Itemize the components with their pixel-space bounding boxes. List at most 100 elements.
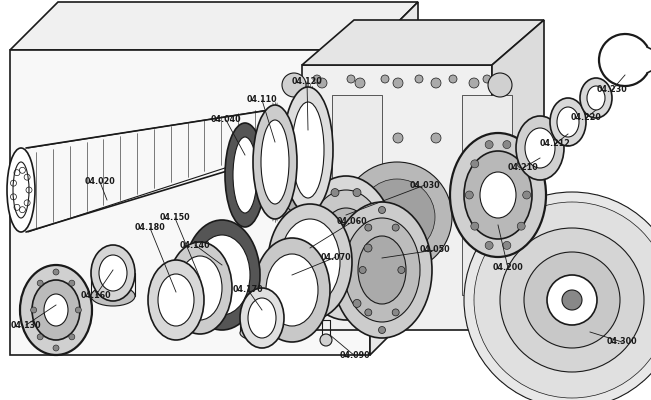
Circle shape [355,133,365,143]
Ellipse shape [262,110,274,154]
Circle shape [331,300,339,308]
Ellipse shape [184,220,260,330]
Ellipse shape [580,78,612,118]
Circle shape [524,252,620,348]
Circle shape [364,244,372,252]
Ellipse shape [272,116,322,226]
Circle shape [562,290,582,310]
Ellipse shape [344,218,420,322]
Ellipse shape [352,237,422,307]
Circle shape [393,188,403,198]
Circle shape [415,75,423,83]
Ellipse shape [99,255,127,291]
Ellipse shape [516,116,564,180]
Ellipse shape [148,260,204,340]
Ellipse shape [32,280,80,340]
Circle shape [503,140,511,148]
Circle shape [471,160,478,168]
Circle shape [523,191,531,199]
Text: 04.210: 04.210 [508,164,538,172]
Ellipse shape [248,298,276,338]
Text: 04.230: 04.230 [596,86,628,94]
Ellipse shape [266,254,318,326]
Text: 04.070: 04.070 [321,252,352,262]
Ellipse shape [178,256,222,320]
Circle shape [465,191,473,199]
Circle shape [365,224,372,231]
Circle shape [503,242,511,250]
Ellipse shape [240,325,284,341]
Circle shape [485,242,493,250]
Ellipse shape [332,202,432,338]
Polygon shape [302,20,544,65]
Ellipse shape [20,265,92,355]
Ellipse shape [233,137,257,213]
Text: 04.020: 04.020 [85,178,115,186]
Ellipse shape [91,245,135,301]
Ellipse shape [225,123,265,227]
Circle shape [320,334,332,346]
Circle shape [331,188,339,196]
Ellipse shape [278,129,316,213]
Polygon shape [10,2,418,50]
Text: 04.180: 04.180 [135,224,165,232]
Polygon shape [302,65,492,330]
Polygon shape [462,95,512,295]
Circle shape [469,243,479,253]
Circle shape [392,224,399,231]
Text: 04.130: 04.130 [10,320,41,330]
Ellipse shape [240,288,284,348]
Text: 04.200: 04.200 [493,264,523,272]
Circle shape [517,222,525,230]
Polygon shape [370,2,418,355]
Circle shape [347,75,355,83]
Text: 04.050: 04.050 [420,246,450,254]
Circle shape [353,188,361,196]
Circle shape [393,243,403,253]
Circle shape [469,78,479,88]
Ellipse shape [254,238,330,342]
Circle shape [53,269,59,275]
Ellipse shape [283,87,333,213]
Circle shape [31,307,36,313]
Text: 04.150: 04.150 [159,214,190,222]
Ellipse shape [480,172,516,218]
Circle shape [353,300,361,308]
Ellipse shape [306,190,386,306]
Circle shape [378,326,385,334]
Circle shape [471,222,478,230]
Ellipse shape [280,219,340,305]
Ellipse shape [342,162,452,272]
Ellipse shape [158,274,194,326]
Circle shape [469,188,479,198]
Ellipse shape [488,298,512,322]
Ellipse shape [292,102,324,198]
Circle shape [500,228,644,372]
Circle shape [483,75,491,83]
Text: 04.160: 04.160 [81,290,111,300]
Circle shape [359,266,366,274]
Circle shape [317,78,327,88]
Ellipse shape [550,98,586,146]
Ellipse shape [464,151,532,239]
Circle shape [431,243,441,253]
Circle shape [355,243,365,253]
Circle shape [464,192,651,400]
Text: 04.170: 04.170 [232,286,263,294]
Ellipse shape [587,86,605,110]
Ellipse shape [283,141,311,201]
Circle shape [378,206,385,214]
Circle shape [37,280,43,286]
Text: 04.030: 04.030 [409,180,440,190]
Polygon shape [332,95,382,295]
Text: 04.212: 04.212 [540,140,570,148]
Ellipse shape [282,73,306,97]
Ellipse shape [268,204,352,320]
Text: 04.040: 04.040 [211,116,242,124]
Circle shape [69,334,75,340]
Circle shape [355,78,365,88]
Polygon shape [10,50,370,355]
Circle shape [431,133,441,143]
Ellipse shape [557,107,579,137]
Circle shape [365,309,372,316]
